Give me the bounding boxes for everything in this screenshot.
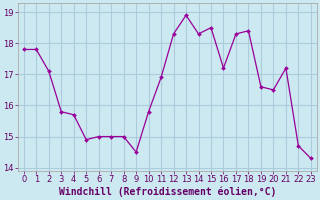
X-axis label: Windchill (Refroidissement éolien,°C): Windchill (Refroidissement éolien,°C) bbox=[59, 187, 276, 197]
